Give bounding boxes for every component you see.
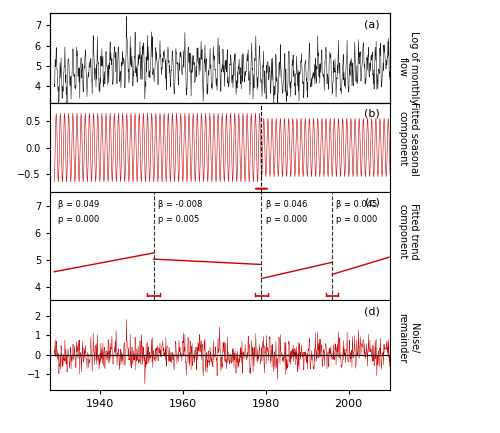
Text: β = 0.045: β = 0.045	[336, 200, 378, 210]
Text: β = 0.046: β = 0.046	[266, 200, 307, 210]
Text: Fitted seasonal
component: Fitted seasonal component	[398, 102, 419, 175]
Text: (d): (d)	[364, 306, 380, 316]
Text: β = -0.008: β = -0.008	[158, 200, 202, 210]
Text: Fitted trend
component: Fitted trend component	[398, 204, 419, 260]
Text: p = 0.000: p = 0.000	[58, 215, 100, 224]
Text: Noise/
remainder: Noise/ remainder	[398, 313, 419, 363]
Text: (a): (a)	[364, 19, 380, 29]
Text: p = 0.000: p = 0.000	[266, 215, 307, 224]
Text: p = 0.000: p = 0.000	[336, 215, 378, 224]
Text: (b): (b)	[364, 109, 380, 119]
Text: β = 0.049: β = 0.049	[58, 200, 100, 210]
Text: p = 0.005: p = 0.005	[158, 215, 199, 224]
Text: (c): (c)	[365, 198, 380, 208]
Text: Log of monthly
flow: Log of monthly flow	[398, 31, 419, 103]
